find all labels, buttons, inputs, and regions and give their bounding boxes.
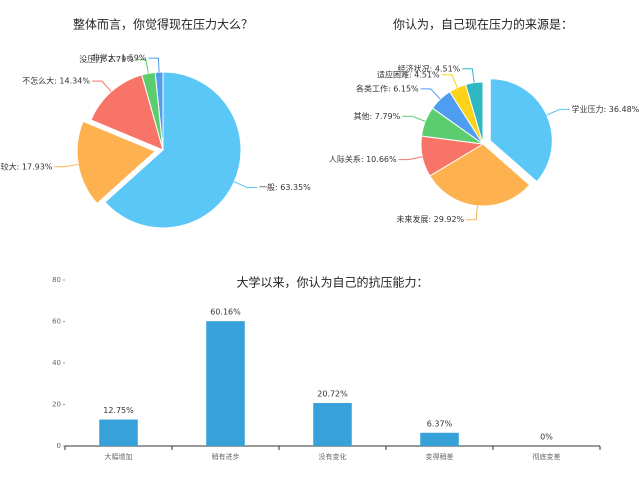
chart-title: 你认为，自己现在压力的来源是： — [393, 17, 573, 32]
leader-line — [234, 181, 258, 188]
leader-line — [420, 88, 441, 100]
value-label: 20.72% — [317, 390, 348, 399]
y-tick-label: 0 — [57, 442, 61, 450]
value-label: 0% — [540, 433, 553, 442]
y-tick-label: 60 — [52, 318, 61, 326]
value-label: 60.16% — [210, 308, 241, 317]
slice-label: 其他: 7.79% — [354, 111, 401, 121]
bar — [420, 432, 459, 446]
pie-slice — [104, 71, 242, 229]
slice-label: 学业压力: 36.48% — [572, 104, 640, 114]
x-tick-label: 彻底变差 — [533, 452, 561, 461]
y-tick-label: 80 — [52, 276, 61, 284]
chart-title: 整体而言，你觉得现在压力大么？ — [73, 17, 253, 32]
value-label: 6.37% — [427, 419, 453, 428]
leader-line — [466, 205, 478, 221]
leader-line — [54, 163, 79, 168]
pie-slice — [90, 74, 164, 151]
bar — [206, 321, 245, 446]
leader-line — [148, 57, 160, 73]
leader-line — [135, 59, 149, 74]
leader-line — [441, 74, 458, 88]
y-tick-label: 40 — [52, 359, 61, 367]
slice-label: 非常大: 1.59% — [92, 53, 147, 63]
bar — [99, 419, 138, 446]
bar — [313, 403, 352, 446]
slice-label: 不怎么大: 14.34% — [22, 76, 90, 86]
y-tick-label: 20 — [52, 401, 61, 409]
leader-line — [398, 156, 423, 161]
pie-slice — [465, 81, 484, 145]
slice-label: 人际关系: 10.66% — [329, 154, 397, 164]
slice-label: 适应困难: 4.51% — [377, 69, 440, 79]
leader-line — [91, 80, 112, 92]
x-tick-label: 稍有进步 — [212, 452, 240, 461]
slice-label: 比较大: 17.93% — [0, 161, 53, 171]
slice-label: 没压力: 2.79% — [79, 54, 134, 64]
chart-title: 大学以来，你认为自己的抗压能力： — [236, 275, 428, 290]
x-tick-label: 没有变化 — [319, 452, 347, 461]
slice-label: 一般: 63.35% — [259, 182, 311, 192]
leader-line — [462, 68, 475, 83]
slice-label: 未来发展: 29.92% — [396, 214, 464, 224]
value-label: 12.75% — [103, 406, 134, 415]
pie-slice — [154, 71, 164, 151]
slice-label: 各类工作: 6.15% — [356, 83, 419, 93]
x-tick-label: 大幅增加 — [105, 452, 133, 461]
leader-line — [546, 108, 570, 116]
leader-line — [402, 115, 426, 122]
slice-label: 经济状况: 4.51% — [398, 63, 461, 73]
x-tick-label: 变得稍差 — [426, 452, 454, 461]
